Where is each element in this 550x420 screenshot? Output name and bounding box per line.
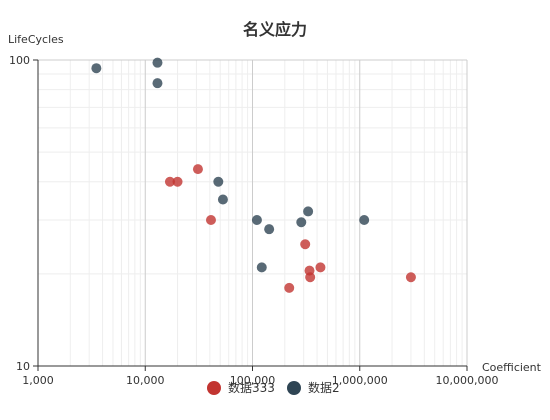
legend-marker bbox=[287, 381, 301, 395]
data-point[interactable] bbox=[251, 215, 262, 226]
data-point[interactable] bbox=[405, 272, 416, 283]
data-points bbox=[91, 57, 416, 293]
data-point[interactable] bbox=[91, 63, 102, 74]
x-tick-label: 100,000 bbox=[230, 374, 276, 387]
axes: 名义应力 LifeCycles Coefficient bbox=[8, 20, 542, 374]
legend-item[interactable]: 数据2 bbox=[287, 380, 340, 395]
data-point[interactable] bbox=[315, 262, 326, 273]
data-point[interactable] bbox=[164, 176, 175, 187]
data-point[interactable] bbox=[152, 78, 163, 89]
data-point[interactable] bbox=[305, 272, 316, 283]
grid bbox=[37, 59, 468, 367]
x-tick-label: 10,000,000 bbox=[436, 374, 499, 387]
data-point[interactable] bbox=[192, 164, 203, 175]
legend-label: 数据333 bbox=[228, 380, 275, 395]
y-tick-label: 100 bbox=[9, 54, 30, 67]
y-axis-label: LifeCycles bbox=[8, 33, 64, 46]
data-point[interactable] bbox=[205, 215, 216, 226]
data-point[interactable] bbox=[359, 215, 370, 226]
data-point[interactable] bbox=[303, 206, 314, 217]
x-tick-label: 10,000 bbox=[126, 374, 165, 387]
data-point[interactable] bbox=[152, 57, 163, 68]
tick-labels: 1,000 10,000 100,000 1,000,000 10,000,000 10 1… bbox=[9, 54, 498, 387]
data-point[interactable] bbox=[284, 282, 295, 293]
data-point[interactable] bbox=[296, 217, 307, 228]
series-1 bbox=[164, 164, 416, 293]
data-point[interactable] bbox=[300, 239, 311, 250]
x-tick-label: 1,000,000 bbox=[332, 374, 388, 387]
chart-title: 名义应力 bbox=[243, 20, 307, 39]
legend-marker bbox=[207, 381, 221, 395]
data-point[interactable] bbox=[264, 224, 275, 235]
y-tick-label: 10 bbox=[16, 360, 30, 373]
x-tick-label: 1,000 bbox=[22, 374, 54, 387]
legend-item[interactable]: 数据333 bbox=[207, 380, 275, 395]
data-point[interactable] bbox=[217, 194, 228, 205]
x-axis-label: Coefficient bbox=[482, 361, 542, 374]
legend[interactable]: 数据333 数据2 bbox=[207, 380, 340, 395]
data-point[interactable] bbox=[256, 262, 267, 273]
series-2 bbox=[91, 57, 370, 273]
data-point[interactable] bbox=[213, 176, 224, 187]
data-point[interactable] bbox=[172, 176, 183, 187]
legend-label: 数据2 bbox=[308, 380, 340, 395]
